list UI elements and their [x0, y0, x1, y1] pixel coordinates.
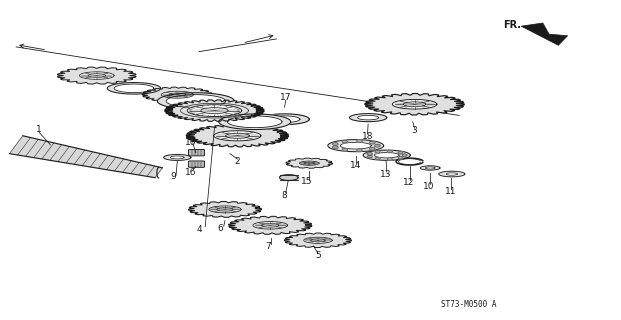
- Text: 18: 18: [362, 132, 373, 140]
- Polygon shape: [219, 114, 291, 130]
- Text: 17: 17: [280, 93, 291, 102]
- Text: 6: 6: [218, 224, 224, 233]
- Text: 1: 1: [36, 125, 42, 134]
- Polygon shape: [420, 166, 440, 170]
- Circle shape: [374, 144, 380, 147]
- Text: 13: 13: [380, 170, 392, 179]
- Text: 2: 2: [235, 157, 240, 166]
- Polygon shape: [350, 114, 387, 122]
- Polygon shape: [279, 175, 298, 180]
- Text: 9: 9: [170, 172, 176, 181]
- Circle shape: [333, 146, 338, 149]
- Polygon shape: [186, 125, 289, 147]
- Polygon shape: [374, 153, 399, 158]
- Text: 3: 3: [412, 126, 417, 135]
- Circle shape: [369, 141, 375, 144]
- Polygon shape: [107, 83, 161, 94]
- Polygon shape: [269, 116, 300, 123]
- Circle shape: [388, 158, 392, 160]
- Polygon shape: [214, 131, 261, 141]
- Polygon shape: [446, 173, 457, 175]
- Polygon shape: [363, 150, 410, 160]
- Circle shape: [333, 143, 338, 146]
- Polygon shape: [164, 155, 191, 160]
- Circle shape: [375, 157, 380, 160]
- Circle shape: [388, 150, 392, 153]
- Polygon shape: [166, 95, 225, 108]
- Text: ST73-M0500 A: ST73-M0500 A: [441, 300, 496, 309]
- Circle shape: [342, 148, 348, 151]
- Polygon shape: [299, 161, 319, 165]
- Polygon shape: [279, 175, 298, 180]
- Polygon shape: [79, 72, 114, 79]
- Polygon shape: [304, 237, 332, 244]
- Polygon shape: [253, 221, 288, 229]
- Polygon shape: [165, 100, 264, 121]
- Text: 5: 5: [315, 251, 321, 260]
- Polygon shape: [358, 115, 379, 120]
- Text: 15: 15: [301, 177, 312, 186]
- Polygon shape: [209, 206, 241, 213]
- Polygon shape: [227, 116, 282, 128]
- Polygon shape: [158, 93, 234, 109]
- Text: 11: 11: [445, 188, 457, 196]
- Polygon shape: [114, 84, 154, 92]
- Circle shape: [368, 153, 372, 155]
- Polygon shape: [171, 156, 184, 159]
- Polygon shape: [187, 105, 242, 116]
- Polygon shape: [57, 67, 136, 84]
- Polygon shape: [521, 23, 568, 45]
- Text: 7: 7: [266, 242, 271, 251]
- Circle shape: [402, 154, 407, 156]
- Polygon shape: [229, 216, 312, 234]
- Polygon shape: [188, 202, 261, 217]
- Polygon shape: [328, 140, 384, 152]
- Text: 16: 16: [184, 138, 196, 147]
- FancyBboxPatch shape: [188, 161, 204, 167]
- Circle shape: [375, 151, 380, 153]
- Polygon shape: [142, 87, 212, 102]
- Polygon shape: [340, 142, 371, 149]
- Polygon shape: [284, 233, 351, 248]
- Circle shape: [368, 155, 372, 158]
- FancyBboxPatch shape: [188, 149, 204, 156]
- Text: 12: 12: [402, 178, 414, 187]
- Circle shape: [342, 140, 348, 143]
- Circle shape: [398, 151, 403, 154]
- Polygon shape: [365, 93, 465, 115]
- Polygon shape: [425, 167, 435, 169]
- Circle shape: [369, 147, 375, 150]
- Polygon shape: [392, 100, 437, 109]
- Circle shape: [398, 156, 403, 159]
- Text: 14: 14: [350, 161, 361, 170]
- Text: 4: 4: [196, 225, 202, 234]
- Circle shape: [357, 149, 362, 152]
- Circle shape: [357, 140, 362, 142]
- Text: FR.: FR.: [503, 20, 521, 29]
- Text: 8: 8: [281, 190, 287, 200]
- Text: 10: 10: [422, 182, 434, 191]
- Text: 16: 16: [184, 168, 196, 177]
- Polygon shape: [286, 158, 333, 168]
- Polygon shape: [9, 136, 162, 178]
- Polygon shape: [439, 171, 465, 177]
- Polygon shape: [260, 114, 309, 124]
- Polygon shape: [161, 91, 193, 98]
